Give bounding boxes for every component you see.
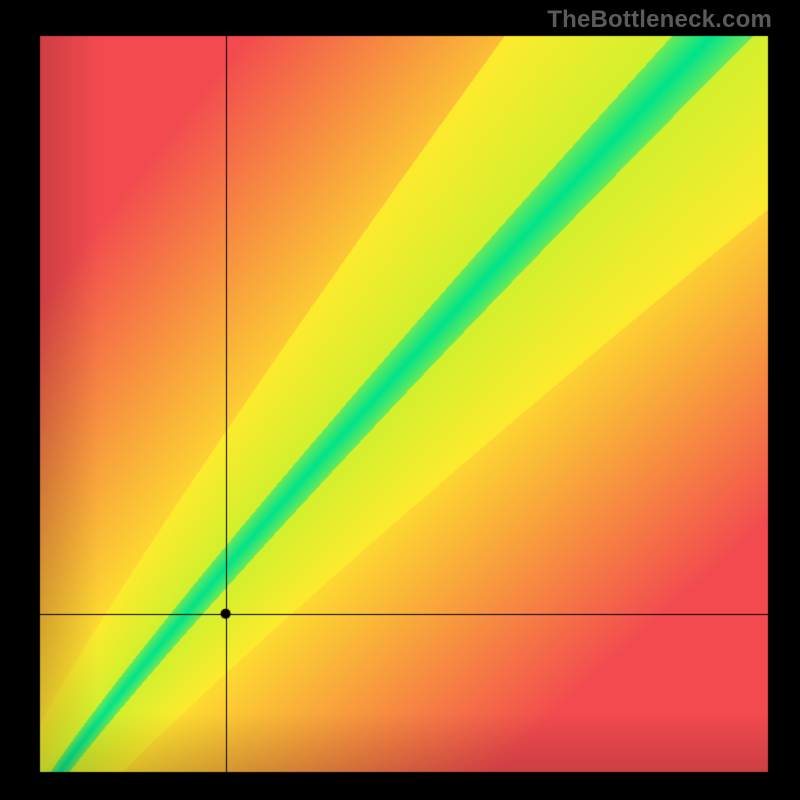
watermark-text: TheBottleneck.com [547,6,772,34]
bottleneck-heatmap [0,0,800,800]
